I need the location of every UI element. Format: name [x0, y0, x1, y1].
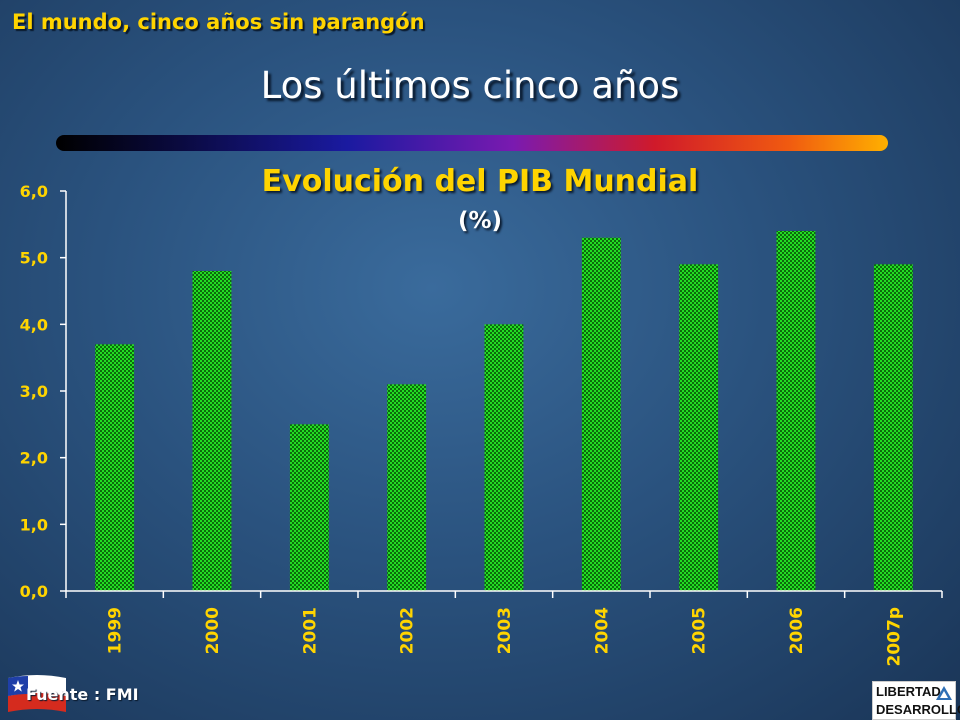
- x-tick-label: 2000: [203, 607, 223, 654]
- y-tick-label: 2,0: [20, 449, 48, 468]
- slide-title: Los últimos cinco años: [260, 64, 680, 107]
- logo-triangle-icon: [936, 686, 952, 700]
- x-tick-label: 2002: [398, 607, 418, 654]
- chart-title: Evolución del PIB Mundial: [261, 164, 699, 199]
- logo-text-desarrollo: DESARROLLO: [876, 702, 960, 717]
- x-tick-label: 2006: [787, 607, 807, 654]
- y-tick-label: 1,0: [20, 515, 48, 534]
- y-tick-label: 4,0: [20, 315, 48, 334]
- bar-2006: [776, 231, 816, 591]
- x-tick-label: 2004: [592, 607, 612, 654]
- x-tick-label: 2001: [300, 607, 320, 654]
- bar-2002: [387, 384, 427, 591]
- bar-2004: [581, 237, 621, 591]
- libertad-desarrollo-logo: LIBERTAD DESARROLLO: [872, 681, 960, 720]
- bar-2001: [289, 424, 329, 591]
- x-tick-label: 2003: [495, 607, 515, 654]
- y-tick-label: 3,0: [20, 382, 48, 401]
- y-tick-label: 6,0: [20, 182, 48, 201]
- slide-kicker: El mundo, cinco años sin parangón: [12, 10, 425, 34]
- y-tick-label: 5,0: [20, 249, 48, 268]
- bar-2007p: [873, 264, 913, 591]
- x-tick-label: 1999: [106, 607, 126, 654]
- bar-2003: [484, 324, 524, 591]
- bar-2005: [679, 264, 719, 591]
- y-tick-label: 0,0: [20, 582, 48, 601]
- logo-text-libertad: LIBERTAD: [876, 684, 941, 699]
- chile-flag-icon: [8, 675, 66, 712]
- bar-1999: [95, 344, 135, 591]
- x-tick-label: 2005: [690, 607, 710, 654]
- source-note: Fuente : FMI: [26, 685, 139, 704]
- x-tick-label: 2007p: [884, 607, 904, 666]
- title-divider-bar: [56, 135, 888, 151]
- bar-2000: [192, 271, 232, 591]
- chart-subtitle: (%): [457, 208, 503, 234]
